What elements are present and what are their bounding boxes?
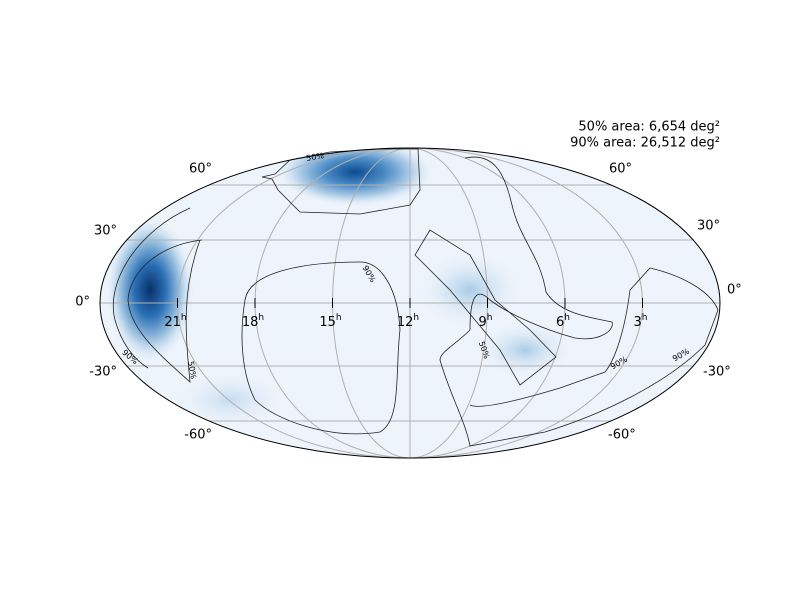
ra-unit: h bbox=[564, 313, 570, 323]
ra-unit: h bbox=[413, 313, 419, 323]
dec-label: 30° bbox=[697, 219, 720, 234]
contour-label: 50% bbox=[305, 151, 324, 163]
dec-label: 0° bbox=[727, 283, 742, 298]
dec-label: -60° bbox=[184, 428, 212, 443]
ra-hours: 9 bbox=[479, 315, 487, 330]
ra-label: 21h bbox=[164, 313, 186, 330]
dec-label: 60° bbox=[609, 162, 632, 177]
ra-unit: h bbox=[181, 313, 187, 323]
ra-unit: h bbox=[642, 313, 648, 323]
ra-label: 3h bbox=[634, 313, 648, 330]
dec-label: 0° bbox=[75, 295, 90, 310]
ra-label: 6h bbox=[556, 313, 570, 330]
dec-label: -60° bbox=[608, 428, 636, 443]
ra-label: 18h bbox=[242, 313, 264, 330]
dec-label: 60° bbox=[189, 162, 212, 177]
ra-unit: h bbox=[487, 313, 493, 323]
dec-labels: 60° 30° 0° -30° -60° 60° 30° 0° -30° -60… bbox=[75, 162, 742, 443]
contour-label: 50% bbox=[186, 360, 198, 379]
annotation: 50% area: 6,654 deg² 90% area: 26,512 de… bbox=[570, 120, 720, 151]
ra-hours: 3 bbox=[634, 315, 642, 330]
area-50: 50% area: 6,654 deg² bbox=[578, 120, 720, 135]
ra-unit: h bbox=[336, 313, 342, 323]
ra-hours: 21 bbox=[164, 315, 181, 330]
ra-hours: 12 bbox=[397, 315, 414, 330]
ra-unit: h bbox=[258, 313, 264, 323]
ra-label: 9h bbox=[479, 313, 493, 330]
area-90: 90% area: 26,512 deg² bbox=[570, 136, 720, 151]
ra-hours: 6 bbox=[556, 315, 564, 330]
contours bbox=[113, 148, 719, 447]
ra-labels: 21h 18h 15h 12h 9h 6h 3h bbox=[164, 298, 648, 330]
dec-label: -30° bbox=[89, 365, 117, 380]
ra-hours: 18 bbox=[242, 315, 259, 330]
map-border bbox=[99, 147, 721, 459]
ra-label: 15h bbox=[319, 313, 341, 330]
ra-label: 12h bbox=[397, 313, 419, 330]
dec-label: -30° bbox=[703, 365, 731, 380]
dec-label: 30° bbox=[94, 224, 117, 239]
ra-hours: 15 bbox=[319, 315, 336, 330]
